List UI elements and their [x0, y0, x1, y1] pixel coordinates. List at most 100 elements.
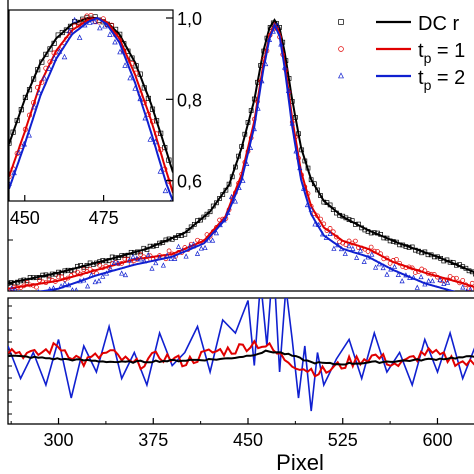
main-data-point: [210, 237, 216, 243]
legend-label-2: tp = 2: [418, 67, 465, 93]
main-data-point: [229, 193, 235, 200]
main-data-point: [454, 275, 459, 281]
inset-data-point: [31, 103, 37, 110]
residual-line-0: [8, 349, 474, 366]
main-data-point: [30, 290, 32, 291]
main-data-point: [394, 257, 399, 262]
main-data-point: [384, 271, 390, 277]
main-data-point: [232, 198, 238, 204]
main-data-point: [469, 269, 474, 275]
main-data-point: [343, 242, 349, 248]
main-data-point: [214, 200, 219, 206]
inset-x-tick-label: 475: [89, 208, 119, 228]
main-data-point: [473, 286, 474, 291]
inset-fit-line-1: [9, 16, 173, 194]
main-data-point: [187, 243, 193, 249]
main-data-point: [34, 284, 39, 290]
main-data-point: [441, 280, 447, 286]
main-data-point: [194, 250, 201, 256]
x-axis-label: Pixel: [276, 450, 324, 474]
main-data-point: [145, 252, 151, 258]
main-data-point: [74, 287, 79, 291]
main-data-point: [166, 248, 172, 254]
legend-label-0: DC r: [418, 13, 459, 35]
main-data-point: [429, 278, 435, 284]
main-data-point: [138, 256, 144, 262]
main-data-point: [198, 245, 204, 251]
main-data-point: [56, 274, 61, 280]
residual-axes: 300 375 450 525 600: [8, 305, 452, 450]
inset-data-point: [46, 65, 53, 71]
main-fit-line-0: [8, 18, 474, 285]
main-data-point: [447, 274, 453, 279]
main-data-point: [213, 230, 219, 236]
main-data-point: [134, 255, 140, 261]
main-data-point: [445, 279, 451, 285]
main-data-point: [346, 243, 352, 249]
main-data-point: [449, 293, 453, 297]
main-data-point: [361, 258, 367, 264]
main-data-point: [168, 255, 174, 262]
main-data-point: [350, 245, 356, 251]
inset-data-point: [147, 136, 154, 142]
residual-x-tick-label: 525: [328, 430, 358, 450]
main-data-point: [97, 263, 102, 268]
main-data-point: [130, 253, 136, 260]
main-data-point: [175, 243, 182, 249]
inset-data-point: [97, 24, 103, 31]
main-data-point: [59, 274, 65, 280]
main-data-point: [92, 279, 98, 285]
main-data-point: [40, 292, 44, 296]
main-data-point: [395, 271, 401, 277]
main-data-point: [342, 250, 348, 256]
main-data-point: [337, 239, 342, 245]
inset-data-point: [122, 62, 128, 68]
inset-data-point: [71, 16, 78, 23]
main-fit-line-2: [37, 22, 456, 291]
main-data-point: [24, 280, 30, 285]
main-data-point: [115, 260, 121, 266]
main-data-point: [468, 286, 473, 291]
main-data-point: [70, 287, 75, 291]
main-data-point: [274, 22, 280, 28]
main-data-point: [426, 278, 432, 284]
inset-data-point: [61, 53, 68, 60]
inset-data-point: [66, 27, 73, 34]
main-data-point: [207, 209, 213, 215]
main-data-point: [22, 290, 24, 291]
inset-axes: 0,6 0,8 1,0 450 475: [10, 9, 202, 228]
main-data-point: [44, 292, 48, 296]
main-data-point: [172, 255, 178, 261]
residual-x-tick-label: 600: [422, 430, 452, 450]
main-data-point: [111, 259, 117, 265]
main-data-point: [217, 196, 222, 201]
legend: DC r tp = 1tp = 2: [338, 13, 465, 93]
inset-data-point: [36, 89, 43, 96]
main-data-point: [380, 264, 386, 271]
residual-x-tick-label: 375: [138, 430, 168, 450]
main-data-point: [9, 285, 15, 291]
inset-series-group: [9, 12, 173, 201]
main-data-point: [183, 253, 189, 259]
legend-marker-1: [338, 46, 344, 52]
main-data-point: [369, 251, 375, 257]
main-data-point: [149, 265, 155, 271]
main-data-point: [453, 293, 457, 297]
main-data-point: [122, 256, 128, 262]
inset-y-tick-label: 1,0: [177, 9, 202, 29]
main-data-point: [373, 264, 379, 270]
inset-data-point: [51, 55, 58, 61]
main-data-point: [353, 238, 358, 244]
main-data-point: [331, 245, 337, 251]
main-data-point: [119, 270, 125, 276]
inset-data-point: [76, 34, 83, 40]
main-plot-frame: [7, 0, 474, 292]
inset-data-point: [127, 74, 133, 81]
inset-data-point: [92, 18, 98, 25]
main-data-point: [357, 247, 363, 253]
main-data-point: [25, 298, 29, 302]
main-data-point: [460, 284, 466, 290]
inset-frame: [8, 9, 174, 202]
main-data-point: [399, 278, 405, 284]
residual-x-tick-label: 450: [233, 430, 263, 450]
